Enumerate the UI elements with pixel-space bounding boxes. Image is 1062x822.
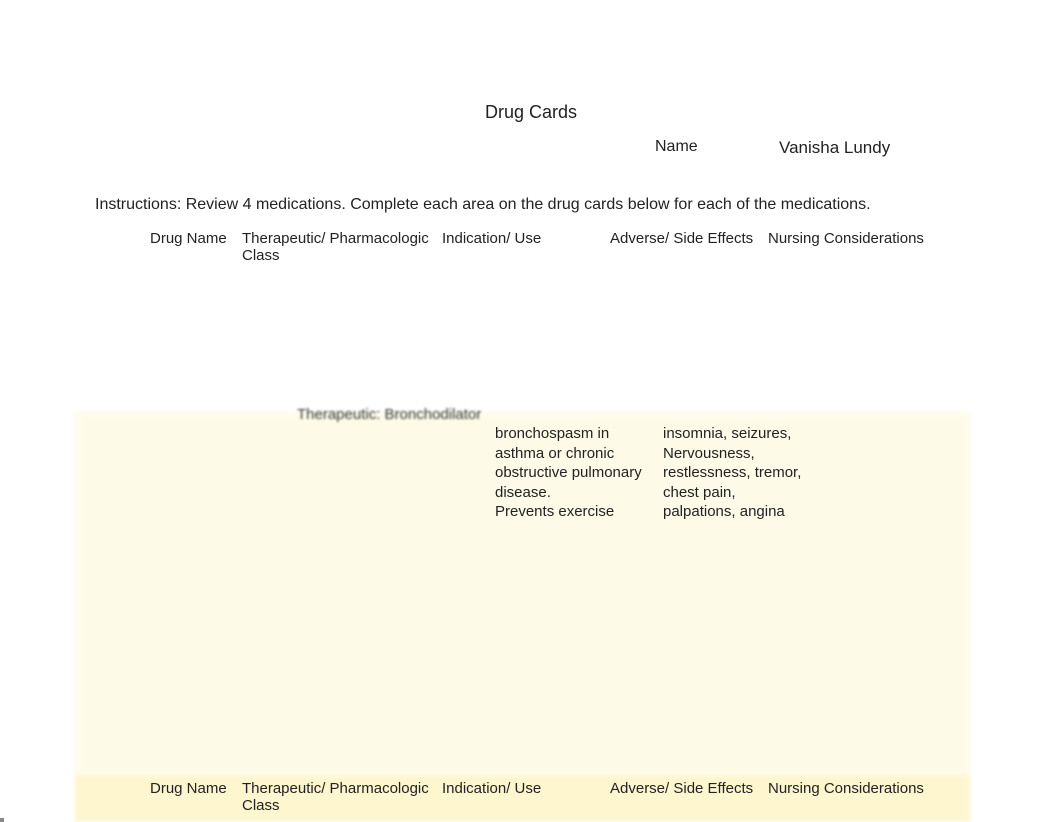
adverse-cell: insomnia, seizures, Nervousness, restles… bbox=[663, 424, 821, 522]
indication-cell: bronchospasm in asthma or chronic obstru… bbox=[495, 424, 663, 522]
table-header-row-1: Drug Name Therapeutic/ Pharmacologic Cla… bbox=[95, 230, 965, 264]
table-header-row-2: Drug Name Therapeutic/ Pharmacologic Cla… bbox=[95, 778, 965, 814]
scroll-indicator bbox=[0, 818, 4, 822]
column-header-drug-name-2: Drug Name bbox=[95, 780, 242, 814]
name-label: Name bbox=[655, 138, 698, 156]
therapeutic-class-text: Therapeutic: Bronchodilator bbox=[297, 406, 481, 423]
column-header-nursing: Nursing Considerations bbox=[768, 230, 948, 264]
column-header-indication-2: Indication/ Use bbox=[442, 780, 610, 814]
column-header-class: Therapeutic/ Pharmacologic Class bbox=[242, 230, 442, 264]
column-header-adverse-2: Adverse/ Side Effects bbox=[610, 780, 768, 814]
column-header-class-2: Therapeutic/ Pharmacologic Class bbox=[242, 780, 442, 814]
visible-content-strip: bronchospasm in asthma or chronic obstru… bbox=[95, 424, 965, 522]
document-page: Drug Cards Name Vanisha Lundy Instructio… bbox=[0, 0, 1062, 822]
instructions-text: Instructions: Review 4 medications. Comp… bbox=[95, 196, 965, 214]
page-title: Drug Cards bbox=[0, 102, 1062, 123]
name-value: Vanisha Lundy bbox=[779, 138, 890, 158]
column-header-drug-name: Drug Name bbox=[95, 230, 242, 264]
column-header-indication: Indication/ Use bbox=[442, 230, 610, 264]
column-header-adverse: Adverse/ Side Effects bbox=[610, 230, 768, 264]
column-header-nursing-2: Nursing Considerations bbox=[768, 780, 948, 814]
